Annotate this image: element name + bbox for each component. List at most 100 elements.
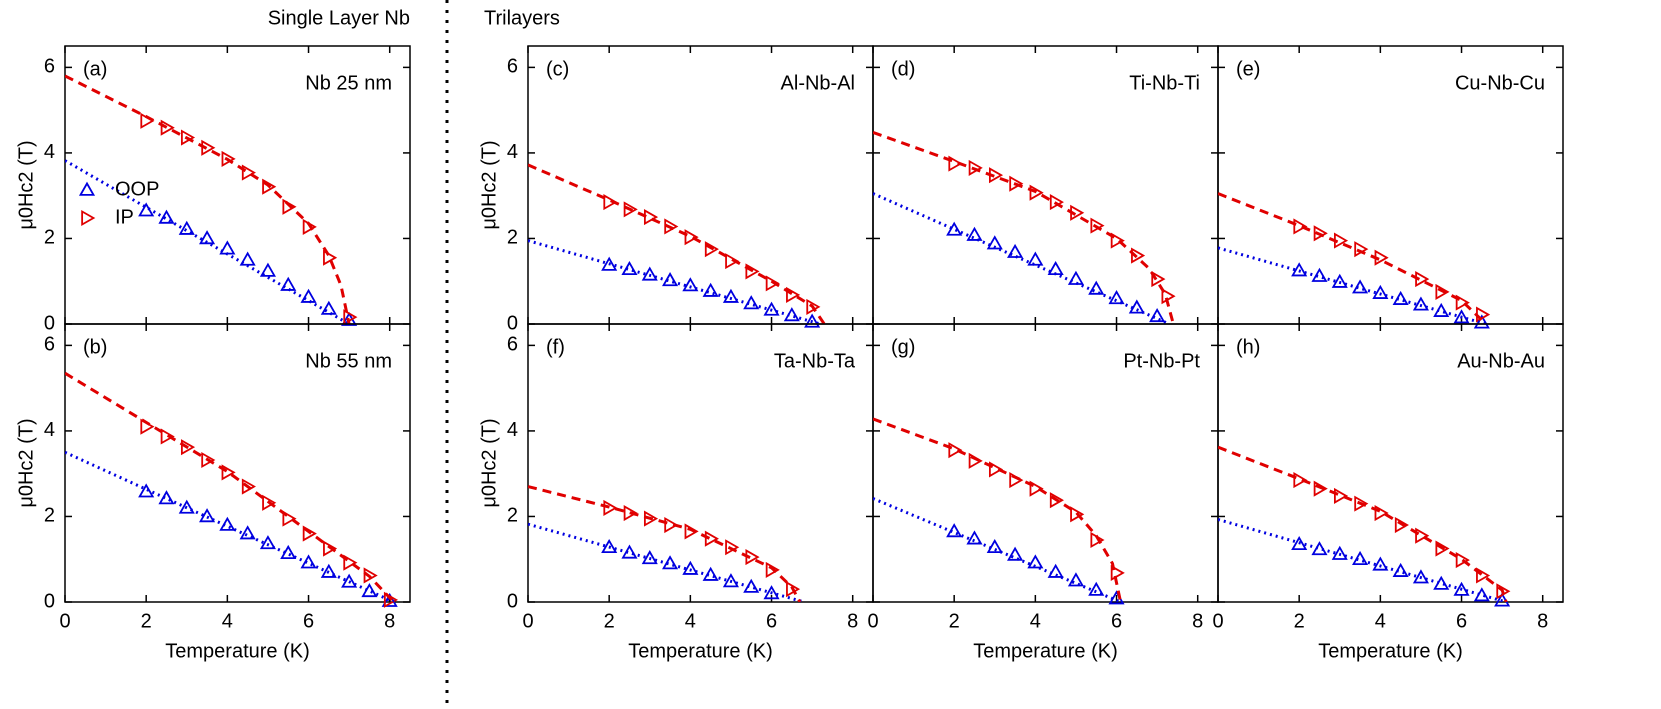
data-point (1311, 267, 1328, 282)
fit-line (65, 450, 395, 602)
data-point (968, 159, 983, 176)
data-point (158, 209, 175, 224)
plot-frame (1217, 323, 1564, 603)
data-point (1455, 294, 1470, 311)
data-point (221, 464, 236, 481)
data-point (239, 525, 256, 540)
data-point (623, 504, 638, 522)
y-tick-label: 0 (44, 312, 55, 334)
data-point (603, 499, 618, 516)
x-tick-label: 8 (1192, 610, 1203, 632)
x-tick-label: 0 (522, 610, 533, 632)
data-point (763, 585, 780, 600)
fit-line (65, 159, 350, 324)
data-point (643, 510, 659, 527)
data-point (262, 494, 277, 511)
data-point (1453, 309, 1470, 324)
data-point (1433, 575, 1450, 590)
x-tick-label: 2 (141, 610, 152, 632)
data-point (1392, 290, 1409, 305)
data-point (1415, 527, 1430, 544)
fit-line (873, 130, 1175, 324)
legend-marker (78, 181, 96, 196)
data-point (1110, 564, 1125, 581)
data-point (682, 560, 699, 575)
fit-line (1218, 518, 1507, 602)
data-point (1128, 299, 1145, 314)
data-point (1049, 492, 1064, 509)
data-point (320, 300, 337, 315)
data-point (259, 535, 276, 550)
data-point (1354, 495, 1369, 512)
data-point (199, 508, 216, 523)
data-point (1131, 247, 1146, 264)
data-point (1007, 546, 1024, 561)
data-point (684, 229, 699, 246)
x-axis-label: Temperature (K) (165, 640, 310, 662)
data-point (623, 201, 638, 218)
x-tick-label: 4 (1375, 610, 1386, 632)
data-point (343, 309, 358, 326)
x-tick-label: 4 (685, 610, 696, 632)
data-point (722, 573, 739, 588)
data-point (300, 554, 317, 569)
data-point (1435, 283, 1450, 300)
data-point (1476, 567, 1491, 584)
data-point (702, 282, 719, 297)
y-tick-label: 6 (44, 334, 55, 356)
panel-title: Nb 55 nm (305, 350, 392, 372)
data-point (704, 241, 719, 258)
panel-label: (f) (546, 336, 565, 358)
data-point (1352, 550, 1369, 566)
data-point (1293, 472, 1308, 489)
panel-label: (h) (1236, 336, 1260, 358)
data-point (341, 573, 358, 588)
data-point (201, 139, 216, 156)
data-point (1435, 540, 1450, 557)
data-point (1070, 506, 1085, 523)
section-header: Single Layer Nb (268, 7, 410, 29)
data-point (262, 178, 277, 195)
data-point (682, 277, 699, 292)
data-point (664, 516, 679, 534)
x-tick-label: 8 (1537, 610, 1548, 632)
data-point (343, 554, 358, 571)
data-point (158, 490, 175, 505)
data-point (1412, 569, 1429, 584)
data-point (1293, 218, 1308, 235)
y-axis-label: μ0Hc2 (T) (15, 140, 37, 229)
data-point (662, 272, 679, 287)
data-point (1453, 581, 1470, 596)
fit-line (873, 192, 1170, 324)
data-point (1372, 284, 1389, 299)
x-axis-label: Temperature (K) (973, 640, 1118, 662)
data-point (1108, 290, 1125, 305)
data-point (180, 439, 196, 456)
data-point (1496, 583, 1511, 600)
panel-label: (a) (83, 58, 107, 80)
y-tick-label: 0 (507, 312, 518, 334)
data-point (946, 221, 963, 236)
panel-title: Cu-Nb-Cu (1455, 72, 1545, 94)
data-point (1331, 545, 1348, 560)
fit-line (528, 485, 802, 602)
data-point (783, 307, 800, 322)
data-point (786, 286, 801, 303)
x-tick-label: 8 (847, 610, 858, 632)
data-point (743, 295, 760, 310)
panel-title: Au-Nb-Au (1457, 350, 1545, 372)
data-point (160, 428, 175, 445)
data-point (804, 313, 821, 328)
data-point (743, 578, 760, 593)
x-tick-label: 6 (1456, 610, 1467, 632)
y-tick-label: 2 (507, 227, 518, 249)
fit-line (1218, 192, 1487, 324)
data-point (199, 230, 216, 245)
data-point (1433, 302, 1450, 317)
x-tick-label: 4 (1030, 610, 1041, 632)
data-point (300, 288, 317, 303)
data-point (1455, 552, 1470, 569)
data-point (1027, 554, 1044, 569)
fit-line (65, 74, 351, 324)
data-point (1009, 175, 1024, 192)
